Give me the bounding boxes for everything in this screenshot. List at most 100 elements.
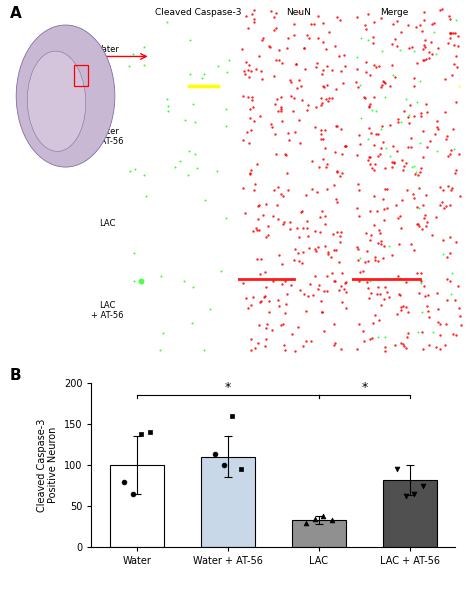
Point bbox=[163, 17, 171, 27]
Point bbox=[269, 122, 276, 131]
Point bbox=[254, 254, 261, 263]
Point bbox=[223, 121, 230, 131]
Point bbox=[374, 282, 382, 292]
Point bbox=[417, 76, 424, 86]
Point bbox=[304, 100, 312, 110]
Point bbox=[381, 333, 389, 342]
Point bbox=[325, 27, 333, 37]
Point bbox=[378, 46, 386, 56]
Point bbox=[413, 268, 421, 278]
Point bbox=[259, 35, 266, 45]
Point bbox=[357, 113, 365, 122]
Point bbox=[254, 202, 261, 211]
Point bbox=[323, 61, 330, 70]
Point bbox=[193, 164, 201, 173]
Point bbox=[319, 37, 327, 47]
Point bbox=[379, 253, 387, 263]
Point bbox=[432, 212, 440, 221]
Point bbox=[398, 155, 406, 164]
Point bbox=[333, 167, 341, 177]
Point bbox=[448, 269, 456, 278]
Point bbox=[365, 283, 372, 293]
Point bbox=[268, 325, 275, 335]
Point bbox=[259, 210, 266, 220]
Point bbox=[261, 292, 268, 301]
Point bbox=[354, 256, 362, 265]
Point bbox=[423, 107, 430, 116]
Point bbox=[371, 17, 378, 26]
Point bbox=[353, 77, 360, 87]
Point bbox=[319, 154, 327, 164]
Point bbox=[457, 321, 465, 330]
Point bbox=[450, 40, 457, 50]
Point bbox=[314, 242, 321, 252]
Point bbox=[271, 26, 278, 35]
Point bbox=[300, 247, 307, 256]
Point bbox=[311, 244, 319, 254]
Text: Cleaved Caspase-3: Cleaved Caspase-3 bbox=[155, 8, 242, 17]
Point bbox=[363, 57, 370, 67]
Point bbox=[290, 20, 298, 29]
Point bbox=[365, 102, 372, 112]
Point bbox=[331, 276, 339, 286]
Point bbox=[337, 15, 344, 24]
Point bbox=[442, 134, 449, 144]
Point bbox=[426, 136, 434, 145]
Point bbox=[368, 333, 375, 343]
Point bbox=[410, 193, 418, 203]
Point bbox=[328, 94, 336, 103]
Point bbox=[404, 143, 411, 152]
Point bbox=[374, 257, 382, 266]
Point bbox=[416, 20, 423, 30]
Point bbox=[314, 285, 321, 294]
Ellipse shape bbox=[16, 25, 115, 167]
Point bbox=[390, 157, 397, 167]
Point bbox=[371, 255, 379, 264]
Point bbox=[280, 340, 288, 350]
Point bbox=[191, 149, 199, 159]
Point bbox=[413, 59, 420, 68]
Point bbox=[436, 331, 444, 340]
Point bbox=[365, 101, 373, 111]
Point bbox=[237, 464, 245, 474]
Point bbox=[294, 248, 301, 257]
Point bbox=[246, 170, 254, 179]
Point bbox=[374, 238, 382, 248]
Point bbox=[337, 344, 345, 354]
Point bbox=[375, 61, 383, 71]
Point bbox=[367, 288, 374, 298]
Point bbox=[244, 93, 251, 102]
Point bbox=[288, 329, 296, 338]
Point bbox=[240, 66, 248, 76]
Point bbox=[275, 250, 283, 260]
Point bbox=[364, 35, 372, 44]
Point bbox=[456, 312, 464, 321]
Point bbox=[400, 340, 407, 349]
Point bbox=[380, 204, 388, 213]
Point bbox=[402, 158, 410, 167]
Point bbox=[366, 100, 374, 109]
Point bbox=[417, 268, 425, 278]
Point bbox=[337, 124, 345, 134]
Point bbox=[287, 280, 294, 290]
Point bbox=[382, 78, 389, 88]
Point bbox=[319, 65, 327, 75]
Point bbox=[266, 42, 274, 52]
Point bbox=[332, 195, 340, 204]
Point bbox=[258, 75, 266, 84]
Point bbox=[342, 287, 350, 296]
Point bbox=[333, 197, 341, 207]
Point bbox=[262, 324, 270, 333]
Point bbox=[328, 65, 336, 75]
Point bbox=[290, 106, 297, 116]
Point bbox=[207, 304, 214, 313]
Point bbox=[243, 11, 250, 21]
Point bbox=[439, 186, 447, 195]
Point bbox=[246, 104, 254, 114]
Point bbox=[254, 226, 261, 235]
Point bbox=[239, 135, 246, 144]
Point bbox=[402, 277, 410, 287]
Point bbox=[394, 117, 401, 127]
Point bbox=[439, 235, 447, 245]
Point bbox=[372, 130, 380, 139]
